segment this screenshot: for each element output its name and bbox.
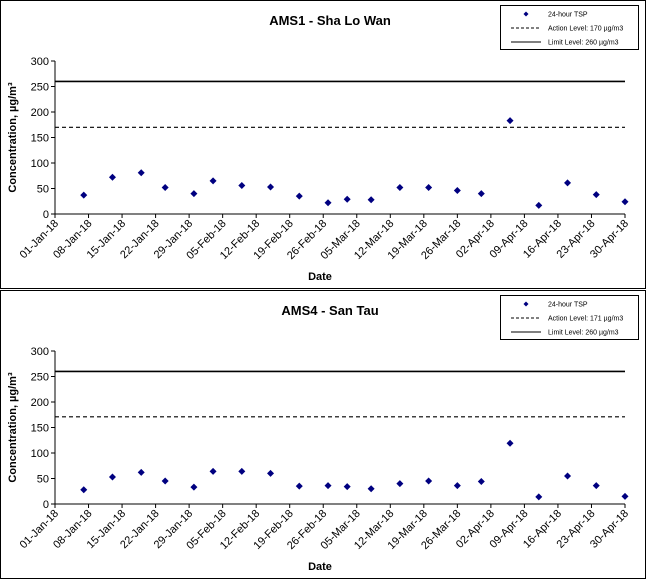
data-point	[592, 191, 600, 199]
legend: 24-hour TSP Action Level: 170 µg/m3 Limit …	[500, 5, 639, 50]
data-point	[324, 199, 332, 207]
data-point	[453, 187, 461, 195]
data-point	[267, 469, 275, 477]
y-axis-title: Concentration, µg/m³	[7, 82, 19, 193]
data-point	[425, 477, 433, 485]
data-point	[209, 177, 217, 185]
data-point	[564, 472, 572, 480]
legend-label: Action Level: 170 µg/m3	[548, 26, 623, 33]
data-point	[137, 169, 145, 177]
y-tick-label: 150	[31, 423, 49, 435]
y-tick-label: 250	[31, 372, 49, 384]
data-point	[108, 173, 116, 181]
y-tick-label: 300	[31, 56, 49, 68]
y-tick-label: 0	[43, 209, 49, 221]
data-point	[161, 477, 169, 485]
data-point	[209, 467, 217, 475]
data-point	[295, 482, 303, 490]
x-axis-title: Date	[308, 271, 332, 283]
data-point	[592, 482, 600, 490]
y-tick-label: 200	[31, 107, 49, 119]
data-point	[477, 190, 485, 198]
data-point	[425, 183, 433, 191]
chart: AMS1 - Sha Lo Wan05010015020025030001-Ja…	[0, 0, 646, 289]
data-point	[161, 183, 169, 191]
data-point	[506, 117, 514, 125]
legend-marker	[523, 11, 529, 17]
y-tick-label: 250	[31, 82, 49, 94]
data-point	[564, 179, 572, 187]
data-point	[238, 181, 246, 189]
y-tick-label: 50	[37, 184, 49, 196]
y-axis-title: Concentration, µg/m³	[7, 372, 19, 483]
chart: AMS4 - San Tau05010015020025030001-Jan-1…	[0, 290, 646, 579]
data-point	[396, 480, 404, 488]
chart-title: AMS1 - Sha Lo Wan	[269, 13, 391, 28]
data-point	[80, 191, 88, 199]
data-point	[535, 201, 543, 209]
y-tick-label: 100	[31, 448, 49, 460]
data-point	[324, 482, 332, 490]
data-point	[343, 195, 351, 203]
y-tick-label: 200	[31, 397, 49, 409]
legend-label: Action Level: 171 µg/m3	[548, 316, 623, 323]
data-point	[535, 493, 543, 501]
legend-label: Limit Level: 260 µg/m3	[548, 40, 619, 47]
data-point	[621, 492, 629, 500]
data-point	[238, 467, 246, 475]
data-point	[453, 482, 461, 490]
data-point	[396, 183, 404, 191]
data-point	[137, 468, 145, 476]
legend-marker	[523, 301, 529, 307]
data-point	[80, 486, 88, 494]
y-tick-label: 300	[31, 346, 49, 358]
data-point	[477, 478, 485, 486]
legend-label: Limit Level: 260 µg/m3	[548, 330, 619, 337]
legend-label: 24-hour TSP	[548, 12, 588, 19]
data-point	[343, 483, 351, 491]
data-point	[367, 485, 375, 493]
data-point	[621, 198, 629, 206]
legend: 24-hour TSP Action Level: 171 µg/m3 Limit …	[500, 295, 639, 340]
y-tick-label: 100	[31, 158, 49, 170]
legend-label: 24-hour TSP	[548, 302, 588, 309]
data-point	[367, 196, 375, 204]
chart-title: AMS4 - San Tau	[281, 303, 378, 318]
data-point	[267, 183, 275, 191]
x-axis-title: Date	[308, 561, 332, 573]
data-point	[190, 190, 198, 198]
data-point	[108, 473, 116, 481]
data-point	[295, 192, 303, 200]
data-point	[190, 483, 198, 491]
y-tick-label: 50	[37, 474, 49, 486]
data-point	[506, 439, 514, 447]
y-tick-label: 150	[31, 133, 49, 145]
y-tick-label: 0	[43, 499, 49, 511]
